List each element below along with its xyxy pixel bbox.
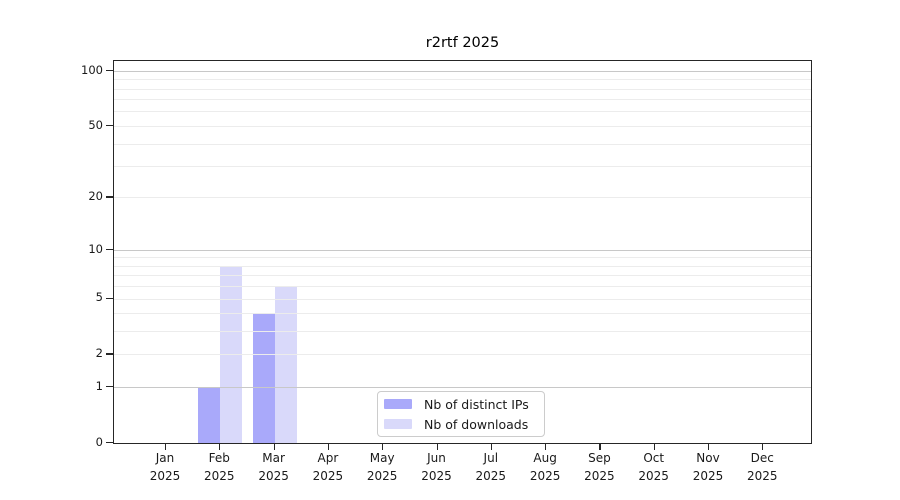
y-tick-label: 100 (81, 62, 103, 77)
y-tick-label: 10 (88, 241, 103, 256)
gridline-major (114, 70, 811, 72)
gridline-minor (114, 166, 811, 167)
x-tick-label: Aug 2025 (529, 451, 561, 483)
gridline-minor (114, 99, 811, 101)
legend-swatch-distinct-ips (384, 399, 412, 409)
gridline-minor (114, 354, 811, 356)
x-tick-label: Jun 2025 (421, 451, 452, 483)
x-tick-label: May 2025 (366, 451, 398, 483)
gridline-minor (114, 275, 811, 277)
legend-item-distinct-ips: Nb of distinct IPs (384, 394, 544, 414)
y-tick-label: 5 (95, 290, 103, 305)
legend-swatch-downloads (384, 419, 412, 429)
legend-label-distinct-ips: Nb of distinct IPs (424, 396, 529, 412)
gridline-minor (114, 125, 811, 127)
x-tick-mark (382, 444, 384, 450)
x-tick-mark (436, 444, 438, 450)
y-tick-label: 20 (88, 189, 103, 204)
x-tick-label: Nov 2025 (692, 451, 724, 483)
gridline-minor (114, 197, 811, 199)
x-tick-mark (490, 444, 492, 450)
x-tick-mark (545, 444, 547, 450)
bar-nb-of-distinct-ips-mar-2025 (252, 313, 275, 443)
x-tick-mark (165, 444, 167, 450)
y-tick-mark (106, 196, 113, 198)
legend-label-downloads: Nb of downloads (424, 416, 529, 432)
y-tick-label: 0 (95, 435, 103, 449)
x-tick-label: Dec 2025 (747, 451, 778, 483)
y-tick-mark (106, 69, 113, 71)
legend: Nb of distinct IPs Nb of downloads (377, 391, 545, 437)
gridline-minor (114, 79, 811, 81)
gridline-minor (114, 88, 811, 90)
x-tick-mark (219, 444, 221, 450)
legend-item-downloads: Nb of downloads (384, 414, 544, 434)
x-tick-label: Apr 2025 (312, 451, 344, 483)
gridline-minor (114, 331, 811, 333)
y-tick-mark (106, 442, 113, 444)
x-tick-mark (653, 444, 655, 450)
gridline-minor (114, 265, 811, 267)
x-tick-label: Sep 2025 (584, 451, 615, 483)
y-tick-mark (106, 353, 113, 355)
y-tick-label: 1 (95, 379, 103, 394)
x-tick-label: Jul 2025 (475, 451, 507, 483)
x-tick-mark (599, 444, 601, 450)
x-tick-mark (708, 444, 710, 450)
gridline-minor (114, 143, 811, 145)
gridline-major (114, 249, 811, 251)
bar-nb-of-downloads-mar-2025 (274, 286, 297, 443)
y-tick-mark (106, 386, 113, 388)
x-tick-mark (327, 444, 330, 450)
x-tick-label: Oct 2025 (638, 451, 669, 483)
y-tick-label: 2 (95, 346, 103, 361)
x-tick-label: Mar 2025 (258, 451, 289, 483)
gridline-minor (114, 111, 811, 113)
y-tick-mark (106, 248, 113, 250)
gridline-minor (114, 298, 811, 300)
y-tick-mark (106, 297, 113, 299)
gridline-minor (114, 257, 811, 259)
chart-title: r2rtf 2025 (425, 35, 500, 51)
bar-nb-of-distinct-ips-feb-2025 (198, 387, 221, 443)
gridline-minor (114, 286, 811, 288)
x-tick-mark (273, 444, 275, 450)
x-tick-label: Feb 2025 (204, 451, 235, 483)
x-tick-label: Jan 2025 (149, 451, 181, 483)
plot-area (113, 60, 812, 444)
x-tick-mark (762, 444, 764, 450)
y-tick-label: 50 (88, 117, 103, 132)
y-tick-mark (106, 124, 113, 127)
gridline-minor (114, 313, 811, 315)
gridline-major (114, 387, 811, 389)
